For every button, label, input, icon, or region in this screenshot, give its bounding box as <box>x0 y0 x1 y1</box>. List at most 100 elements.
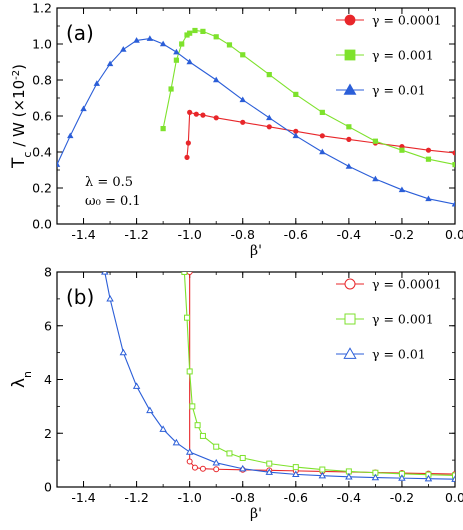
data-point-a-0 <box>346 136 352 142</box>
data-point-a-0 <box>266 124 272 130</box>
legend-label-b-1: γ = 0.001 <box>372 312 434 327</box>
legend-marker-a-2 <box>343 83 357 95</box>
data-point-b-1 <box>239 454 246 461</box>
data-point-a-2 <box>451 200 455 207</box>
legend-marker-a-1 <box>344 49 356 61</box>
x-tick-label-b: -0.8 <box>231 490 255 505</box>
data-point-a-2 <box>67 132 74 139</box>
data-point-b-1 <box>189 403 196 410</box>
data-point-a-0 <box>425 147 432 153</box>
data-point-b-1 <box>199 432 206 439</box>
legend-marker-b-1 <box>344 313 356 325</box>
data-point-b-2 <box>424 474 433 482</box>
data-point-a-1 <box>168 86 174 92</box>
data-point-a-0 <box>187 109 193 116</box>
x-tick-label-b: -0.2 <box>390 490 414 505</box>
panel-b-chart: -1.4 -1.2 -1.0 -0.8 -0.6 -0.4 -0.2 0.0 0 2 4 6 8 β' λn… <box>9 265 463 523</box>
y-tick-label-a: 0.8 <box>32 73 52 88</box>
legend-marker-b-0 <box>344 278 356 290</box>
x-tick-label-b: -1.4 <box>71 490 95 505</box>
y-tick-label-a: 0.2 <box>32 181 52 196</box>
data-point-a-2 <box>239 96 246 103</box>
data-point-a-1 <box>173 57 179 63</box>
panel-a-chart: -1.4 -1.2 -1.0 -0.8 -0.6 -0.4 -0.2 0.0 0.0 0.2 0.4… <box>9 1 463 260</box>
y-tick-label-b: 2 <box>44 426 52 441</box>
data-point-a-1 <box>399 147 405 153</box>
data-point-b-1 <box>226 450 233 457</box>
data-point-b-0 <box>199 465 206 472</box>
x-axis-label-a: β' <box>250 243 262 259</box>
data-point-b-2 <box>292 470 300 478</box>
data-point-a-2 <box>80 105 87 112</box>
legend-label-a-1: γ = 0.001 <box>372 48 434 63</box>
data-point-b-1 <box>184 314 191 321</box>
data-point-a-2 <box>146 35 154 41</box>
x-tick-label-b: -0.4 <box>337 490 361 505</box>
x-tick-label-a: -0.2 <box>390 227 414 242</box>
x-tick-label-a: -0.4 <box>337 227 361 242</box>
data-point-b-2 <box>146 406 154 414</box>
data-point-a-2 <box>159 40 167 47</box>
data-point-a-2 <box>93 80 101 86</box>
data-point-a-2 <box>212 76 220 83</box>
data-point-b-2 <box>185 448 194 455</box>
data-point-b-1 <box>452 472 455 479</box>
panel-b-data <box>101 272 455 482</box>
x-tick-label-b: -1.2 <box>124 490 148 505</box>
legend-label-b-0: γ = 0.0001 <box>372 277 442 292</box>
data-point-a-1 <box>213 34 219 40</box>
data-point-a-2 <box>106 60 114 67</box>
data-point-a-1 <box>425 156 432 162</box>
y-axis-label-a: Tc / W (×10-2) <box>9 64 34 169</box>
data-point-a-1 <box>293 91 299 97</box>
panel-label-b: (b) <box>66 285 94 309</box>
data-point-b-0 <box>186 458 193 465</box>
y-tick-label-a: 1.2 <box>32 1 52 16</box>
panel-a-frame <box>56 7 456 225</box>
data-point-a-0 <box>240 119 246 125</box>
x-tick-label-a: -1.0 <box>177 227 201 242</box>
data-point-b-1 <box>213 443 220 450</box>
data-point-a-0 <box>213 115 219 121</box>
data-point-b-2 <box>172 438 181 446</box>
data-point-b-2 <box>159 425 167 432</box>
data-point-b-2 <box>212 458 220 466</box>
data-point-b-2 <box>371 473 380 481</box>
data-point-b-2 <box>119 348 128 356</box>
data-point-b-2 <box>101 272 109 275</box>
data-point-a-2 <box>173 48 180 55</box>
data-point-b-2 <box>451 475 455 482</box>
data-point-a-1 <box>226 42 233 48</box>
data-point-a-2 <box>57 161 61 167</box>
y-axis-label-b: λn <box>9 371 34 388</box>
annotation-a: ω₀ = 0.1 <box>85 194 141 209</box>
data-point-b-1 <box>266 460 273 467</box>
data-point-a-0 <box>452 150 455 156</box>
x-tick-label-a: 0.0 <box>445 227 463 242</box>
data-point-a-2 <box>425 195 432 202</box>
data-point-b-1 <box>319 466 326 473</box>
data-point-b-1 <box>292 464 299 471</box>
annotation-a: λ = 0.5 <box>85 175 133 190</box>
panel-label-a: (a) <box>66 21 94 45</box>
data-point-a-0 <box>200 112 206 118</box>
series-line-b-2 <box>104 272 455 480</box>
y-tick-label-a: 1.0 <box>32 37 52 52</box>
legend-label-a-0: γ = 0.0001 <box>372 13 442 28</box>
x-tick-label-b: -0.6 <box>284 490 308 505</box>
data-point-b-0 <box>213 466 220 473</box>
series-line-b-0 <box>189 272 455 475</box>
x-tick-label-a: -1.4 <box>71 227 95 242</box>
data-point-b-2 <box>132 382 141 389</box>
data-point-a-0 <box>319 133 325 139</box>
data-point-a-1 <box>319 109 325 115</box>
data-point-a-2 <box>186 58 193 65</box>
legend-label-b-2: γ = 0.01 <box>372 347 426 362</box>
data-point-a-2 <box>345 163 353 169</box>
data-point-b-2 <box>398 474 406 481</box>
data-point-a-2 <box>133 37 140 43</box>
x-tick-label-b: -1.0 <box>177 490 201 505</box>
data-point-a-2 <box>292 132 300 139</box>
data-point-a-0 <box>193 111 199 117</box>
